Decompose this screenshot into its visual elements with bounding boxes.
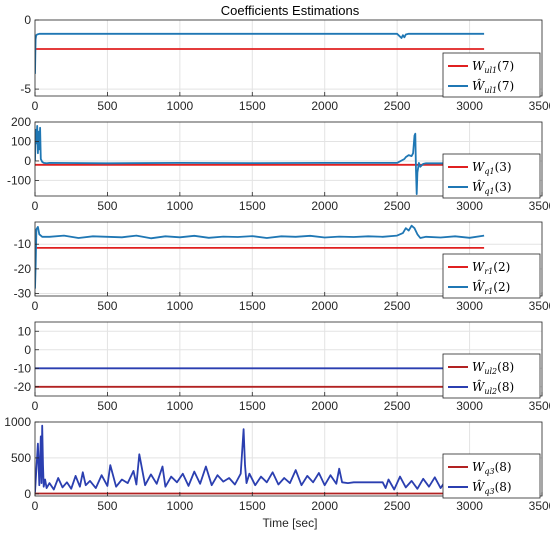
legend: Wr1(2) Ŵr1(2): [442, 253, 541, 299]
axes-box: [34, 221, 543, 297]
x-tick-label: 2500: [384, 399, 411, 413]
series-group: [35, 424, 485, 495]
x-tick-label: 1000: [167, 499, 194, 513]
figure-title: Coefficients Estimations: [221, 3, 360, 18]
x-tick-label: 2000: [311, 399, 338, 413]
series-line-2: [35, 424, 485, 493]
x-tick-label: 0: [32, 299, 39, 313]
x-tick-label: 500: [97, 99, 117, 113]
x-tick-label: 3000: [456, 499, 483, 513]
x-tick-label: 0: [32, 199, 39, 213]
x-tick-label: 500: [97, 199, 117, 213]
y-tick-label: -10: [14, 237, 32, 251]
x-tick-label: 1500: [239, 299, 266, 313]
y-tick-label: 0: [24, 343, 31, 357]
x-tick-label: 2000: [311, 199, 338, 213]
legend-box: [442, 153, 541, 199]
y-tick-label: 0: [24, 154, 31, 168]
x-tick-label: 2500: [384, 499, 411, 513]
legend-entry-label: Ŵq1(3): [472, 179, 512, 196]
legend-box: [442, 353, 541, 399]
x-tick-label: 3000: [456, 299, 483, 313]
x-tick-label: 1000: [167, 199, 194, 213]
x-tick-label: 2000: [311, 99, 338, 113]
legend-box: [442, 253, 541, 299]
x-tick-label: 0: [32, 399, 39, 413]
y-tick-label: 0: [24, 487, 31, 501]
legend-entry-label: Ŵul1(7): [472, 78, 514, 95]
legend-entry-label: Wq3(8): [472, 460, 512, 476]
x-tick-label: 2000: [311, 499, 338, 513]
series-group: [35, 125, 485, 196]
y-tick-label: 0: [24, 13, 31, 27]
subplot-2: 05001000150020002500300035002001000-100W…: [7, 115, 550, 213]
x-tick-label: 500: [97, 499, 117, 513]
legend: Wul2(8) Ŵul2(8): [442, 353, 541, 399]
y-tick-label: -100: [7, 173, 31, 187]
x-tick-label: 2000: [311, 299, 338, 313]
legend-entry-label: Ŵul2(8): [472, 379, 514, 396]
legend-box: [442, 52, 541, 98]
legend-entry-label: Wr1(2): [472, 260, 510, 276]
y-tick-label: 1000: [4, 415, 31, 429]
legend: Wq1(3) Ŵq1(3): [442, 153, 541, 199]
axes-box: [34, 121, 543, 197]
legend: Wq3(8) Ŵq3(8): [442, 453, 541, 499]
subplots-container: 05001000150020002500300035000-5Wul1(7)Ŵu…: [4, 13, 550, 513]
series-line-2: [35, 224, 485, 289]
x-tick-label: 500: [97, 399, 117, 413]
subplot-1: 05001000150020002500300035000-5Wul1(7)Ŵu…: [20, 13, 550, 113]
y-tick-label: -20: [14, 262, 32, 276]
x-tick-label: 2500: [384, 299, 411, 313]
x-tick-label: 3000: [456, 199, 483, 213]
axes-box: [34, 321, 543, 397]
y-tick-label: -5: [20, 82, 31, 96]
y-tick-label: 200: [11, 115, 31, 129]
series-group: [35, 224, 485, 289]
x-tick-label: 0: [32, 99, 39, 113]
x-axis-label: Time [sec]: [263, 516, 318, 530]
axes-box: [34, 19, 543, 97]
legend-entry-label: Wul1(7): [472, 59, 514, 75]
legend-box: [442, 453, 541, 499]
x-tick-label: 3000: [456, 399, 483, 413]
axes-box: [34, 421, 543, 497]
y-tick-label: -30: [14, 287, 32, 301]
x-tick-label: 2500: [384, 199, 411, 213]
x-tick-label: 1500: [239, 399, 266, 413]
x-tick-label: 500: [97, 299, 117, 313]
y-tick-label: 100: [11, 134, 31, 148]
y-tick-label: -10: [14, 361, 32, 375]
x-tick-label: 1500: [239, 99, 266, 113]
legend-entry-label: Wq1(3): [472, 160, 512, 176]
legend: Wul1(7) Ŵul1(7): [442, 52, 541, 98]
x-tick-label: 1000: [167, 299, 194, 313]
x-tick-label: 3000: [456, 99, 483, 113]
y-tick-label: -20: [14, 380, 32, 394]
x-tick-label: 1000: [167, 99, 194, 113]
series-group: [35, 367, 485, 388]
legend-entry-label: Ŵr1(2): [472, 279, 510, 296]
x-tick-label: 1500: [239, 499, 266, 513]
series-line-2: [35, 32, 485, 74]
series-group: [35, 32, 485, 74]
x-tick-label: 1000: [167, 399, 194, 413]
legend-entry-label: Wul2(8): [472, 360, 514, 376]
series-line-2: [35, 125, 485, 196]
x-tick-label: 1500: [239, 199, 266, 213]
legend-entry-label: Ŵq3(8): [472, 479, 512, 496]
x-tick-label: 0: [32, 499, 39, 513]
x-tick-label: 2500: [384, 99, 411, 113]
y-tick-label: 500: [11, 451, 31, 465]
y-tick-label: 10: [18, 324, 32, 338]
